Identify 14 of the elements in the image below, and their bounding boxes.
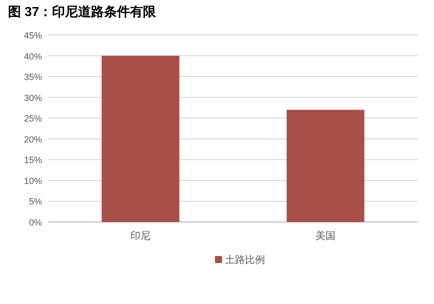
legend-label: 土路比例: [225, 254, 265, 266]
y-tick-label: 10%: [24, 176, 42, 186]
x-tick-label: 美国: [316, 230, 336, 242]
y-tick-label: 25%: [24, 114, 42, 124]
y-tick-label: 15%: [24, 155, 42, 166]
y-tick-label: 40%: [24, 51, 42, 62]
y-tick-label: 35%: [24, 72, 42, 82]
chart-title: 图 37：印尼道路条件有限: [8, 4, 158, 19]
y-tick-label: 5%: [28, 196, 42, 207]
y-tick-label: 30%: [24, 92, 42, 103]
y-tick-label: 0%: [28, 218, 42, 228]
x-tick-label: 印尼: [130, 230, 150, 242]
y-tick-label: 45%: [24, 30, 42, 40]
y-tick-label: 20%: [24, 134, 42, 144]
